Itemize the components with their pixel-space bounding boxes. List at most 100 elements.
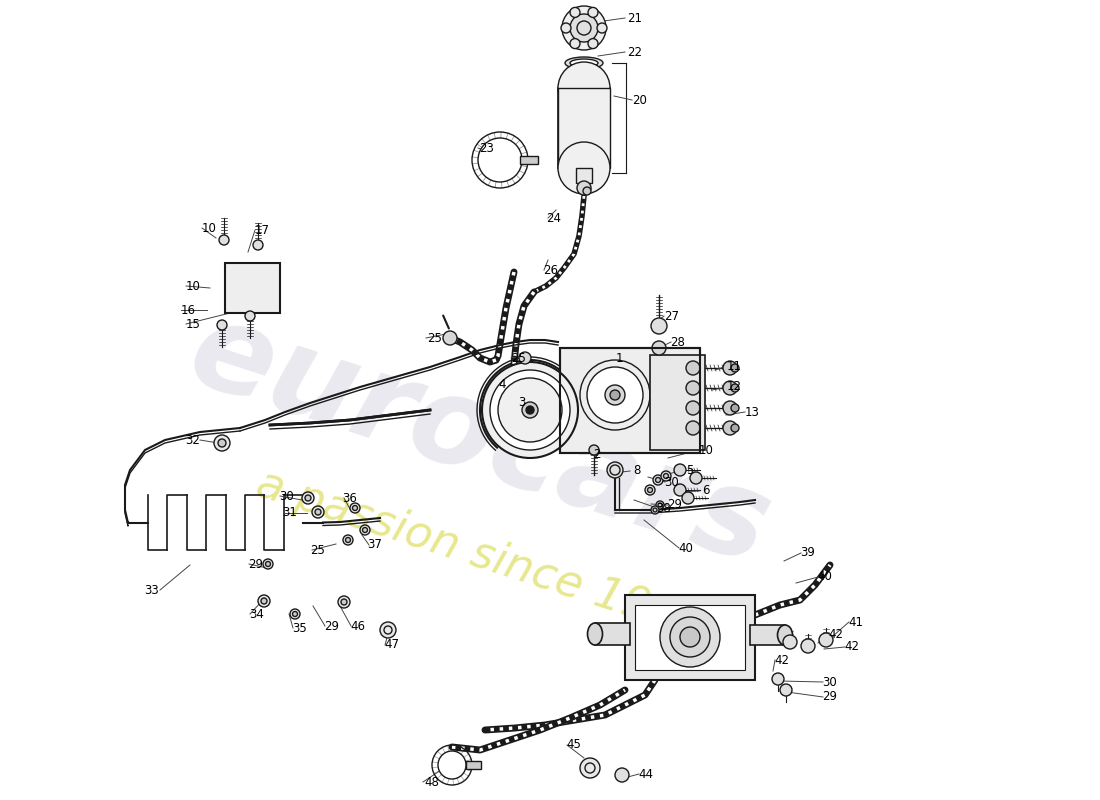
Circle shape	[686, 401, 700, 415]
Circle shape	[490, 370, 570, 450]
Circle shape	[686, 421, 700, 435]
Text: 25: 25	[310, 543, 326, 557]
Text: 45: 45	[566, 738, 582, 751]
Circle shape	[658, 503, 662, 507]
Circle shape	[438, 751, 466, 779]
Text: 20: 20	[632, 94, 648, 106]
Text: 16: 16	[180, 303, 196, 317]
Text: 29: 29	[324, 619, 340, 633]
Ellipse shape	[587, 623, 603, 645]
Circle shape	[498, 378, 562, 442]
Circle shape	[219, 235, 229, 245]
Circle shape	[443, 331, 456, 345]
Text: 17: 17	[254, 223, 270, 237]
Bar	[635, 605, 745, 670]
Circle shape	[570, 14, 598, 42]
Text: 39: 39	[801, 546, 815, 559]
Circle shape	[686, 381, 700, 395]
Circle shape	[350, 503, 360, 513]
Circle shape	[302, 492, 313, 504]
Text: 22: 22	[627, 46, 642, 58]
Circle shape	[526, 406, 534, 414]
Bar	[520, 156, 538, 164]
Circle shape	[723, 361, 737, 375]
Circle shape	[218, 439, 226, 447]
Circle shape	[561, 23, 571, 33]
Circle shape	[338, 596, 350, 608]
Circle shape	[312, 506, 324, 518]
Text: 44: 44	[638, 767, 653, 781]
Text: 10: 10	[201, 222, 217, 234]
Circle shape	[680, 627, 700, 647]
Circle shape	[597, 23, 607, 33]
Circle shape	[258, 595, 270, 607]
Circle shape	[656, 478, 660, 482]
Ellipse shape	[565, 57, 603, 69]
Circle shape	[345, 538, 351, 542]
Circle shape	[674, 464, 686, 476]
Circle shape	[732, 424, 739, 432]
Text: 12: 12	[726, 381, 741, 394]
Circle shape	[645, 485, 654, 495]
Circle shape	[265, 562, 271, 566]
Text: 13: 13	[745, 406, 759, 418]
Text: 34: 34	[250, 607, 264, 621]
Ellipse shape	[778, 625, 792, 645]
Text: 25: 25	[428, 331, 442, 345]
Text: 33: 33	[144, 583, 159, 597]
Text: 48: 48	[425, 775, 439, 789]
Circle shape	[217, 320, 227, 330]
Circle shape	[343, 535, 353, 545]
Bar	[650, 355, 705, 450]
Text: 15: 15	[186, 318, 200, 330]
Text: 47: 47	[385, 638, 399, 651]
Circle shape	[588, 7, 598, 18]
Text: 41: 41	[848, 615, 864, 629]
Text: 35: 35	[293, 622, 307, 634]
Circle shape	[723, 381, 737, 395]
Circle shape	[783, 635, 798, 649]
Text: 24: 24	[547, 211, 561, 225]
Circle shape	[648, 487, 652, 493]
Circle shape	[261, 598, 267, 604]
Bar	[625, 595, 755, 680]
Circle shape	[583, 187, 591, 195]
Text: 2: 2	[593, 449, 601, 462]
Text: 23: 23	[480, 142, 494, 154]
Circle shape	[352, 506, 358, 510]
Bar	[560, 348, 700, 453]
Text: a passion since 1985: a passion since 1985	[251, 462, 710, 648]
Circle shape	[780, 684, 792, 696]
Circle shape	[663, 474, 669, 478]
Circle shape	[732, 364, 739, 372]
Text: 5: 5	[686, 463, 694, 477]
Circle shape	[214, 435, 230, 451]
Bar	[576, 168, 592, 183]
Circle shape	[570, 38, 580, 49]
Text: 6: 6	[702, 485, 710, 498]
Text: 8: 8	[634, 465, 640, 478]
Text: 11: 11	[726, 359, 741, 373]
Bar	[750, 625, 785, 645]
Text: 37: 37	[367, 538, 383, 551]
Text: 21: 21	[627, 11, 642, 25]
Bar	[558, 88, 611, 168]
Circle shape	[305, 495, 311, 501]
Text: 1: 1	[615, 351, 623, 365]
Text: 10: 10	[698, 443, 714, 457]
Circle shape	[615, 768, 629, 782]
Ellipse shape	[570, 59, 598, 67]
Bar	[560, 348, 700, 453]
Bar	[595, 623, 630, 645]
Circle shape	[587, 367, 643, 423]
Circle shape	[772, 673, 784, 685]
Circle shape	[562, 6, 606, 50]
Circle shape	[379, 622, 396, 638]
Circle shape	[363, 527, 367, 533]
Circle shape	[732, 404, 739, 412]
Text: 26: 26	[543, 263, 559, 277]
Text: eurocars: eurocars	[176, 291, 784, 589]
Circle shape	[558, 142, 611, 194]
Text: 27: 27	[664, 310, 680, 322]
Circle shape	[801, 639, 815, 653]
